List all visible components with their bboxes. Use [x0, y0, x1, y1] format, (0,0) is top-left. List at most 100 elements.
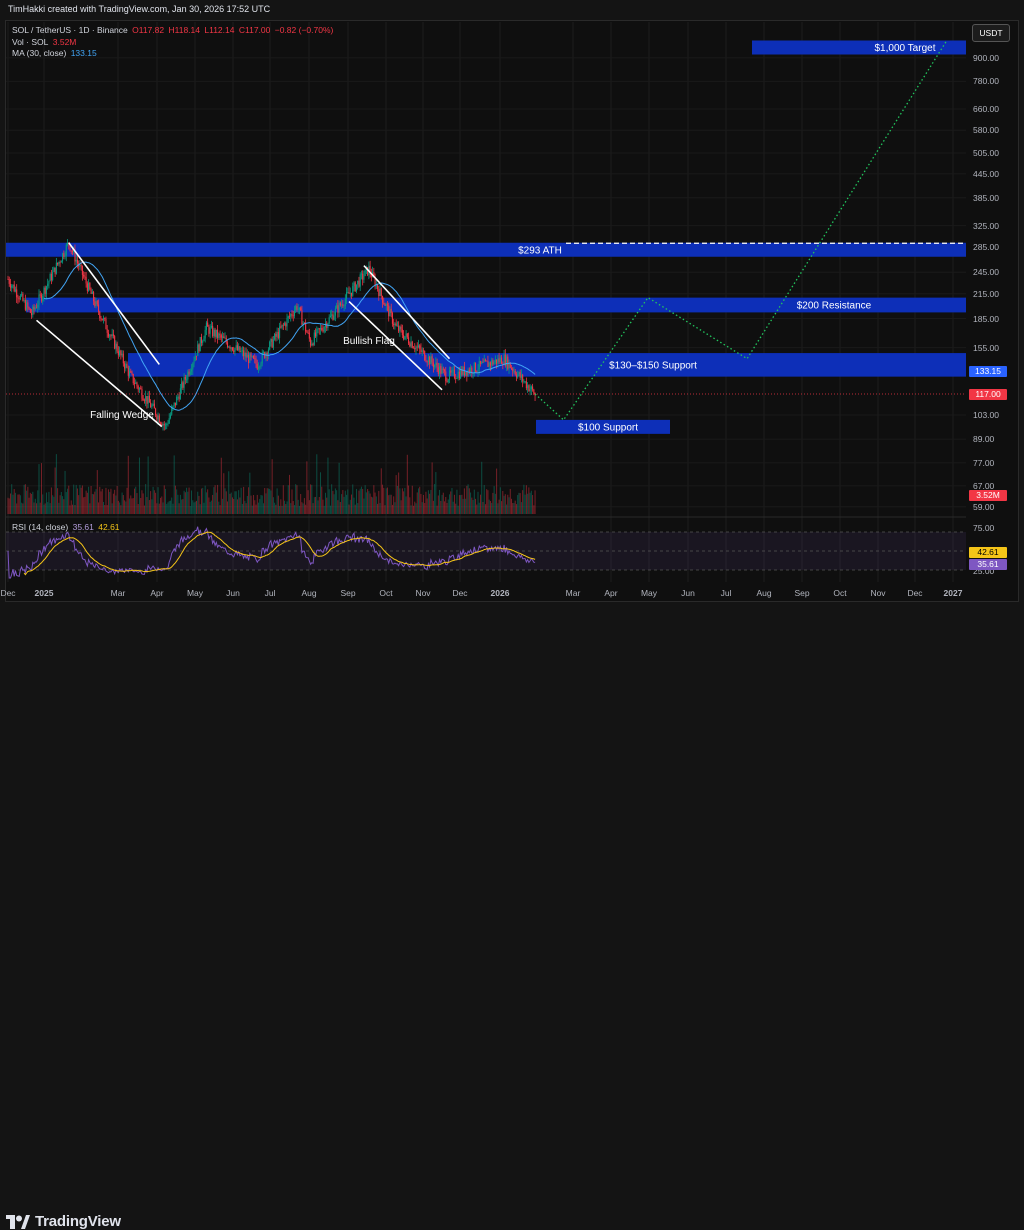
candle-body [412, 347, 415, 349]
volume-bar [506, 504, 508, 514]
candle-body [367, 267, 369, 276]
candle-body [334, 308, 336, 316]
volume-bar [43, 504, 45, 514]
volume-bar [466, 485, 468, 514]
volume-bar [522, 490, 524, 514]
tradingview-logo[interactable]: TradingView [6, 1213, 121, 1230]
candle-body [223, 336, 225, 339]
volume-bar [332, 490, 334, 514]
candle-body [509, 362, 511, 368]
volume-bar [158, 503, 160, 514]
candle-body [383, 302, 385, 304]
candle-body [363, 276, 365, 280]
volume-bar [479, 494, 481, 514]
candle-body [252, 356, 255, 359]
volume-bar [98, 502, 100, 514]
candle-body [182, 382, 184, 388]
volume-bar [478, 502, 480, 514]
candle-body [357, 280, 359, 285]
candle-body [523, 381, 525, 383]
volume-bar [212, 494, 214, 514]
volume-bar [274, 502, 276, 514]
volume-bar [323, 505, 325, 514]
volume-bar [384, 505, 386, 514]
candle-body [12, 284, 14, 286]
volume-bar [176, 489, 178, 514]
volume-bar [525, 485, 527, 514]
candle-body [155, 408, 157, 416]
candle-body [44, 287, 46, 294]
candle-body [435, 362, 437, 365]
volume-bar [28, 497, 30, 514]
volume-bar [112, 493, 114, 514]
candle-body [347, 291, 349, 293]
volume-bar [94, 491, 96, 514]
volume-bar [524, 494, 526, 514]
volume-bar [74, 504, 76, 514]
volume-bar [267, 488, 269, 514]
candle-body [276, 332, 278, 337]
volume-bar [228, 471, 230, 514]
volume-bar [106, 505, 108, 514]
candle-body [64, 255, 66, 257]
volume-bar [334, 488, 336, 514]
candle-body [374, 276, 376, 287]
volume-bar [353, 497, 355, 514]
candle-body [369, 265, 371, 274]
volume-bar [47, 502, 49, 514]
candle-body [177, 396, 179, 398]
volume-bar [364, 485, 366, 514]
currency-selector[interactable]: USDT [972, 24, 1010, 42]
candle-body [306, 331, 308, 333]
candle-body [83, 274, 85, 277]
candle-body [343, 305, 345, 307]
candle-body [504, 354, 506, 366]
candle-body [337, 305, 339, 313]
volume-bar [241, 503, 243, 514]
volume-bar [229, 493, 231, 514]
candle-body [336, 305, 338, 309]
candle-body [405, 333, 407, 337]
price-chart[interactable]: $1,000 Target $293 ATH $200 Resistance $130… [0, 0, 1024, 642]
candle-body [358, 280, 360, 287]
time-tick-label: 2027 [943, 588, 963, 598]
volume-bar [207, 489, 209, 514]
candle-body [231, 347, 234, 351]
candle-body [100, 318, 102, 319]
candle-body [137, 385, 139, 390]
volume-bar [64, 470, 66, 514]
volume-bar [67, 488, 69, 514]
candle-body [328, 317, 330, 324]
volume-bar [122, 495, 124, 514]
volume-bar [85, 490, 87, 514]
volume-bar [110, 488, 112, 514]
volume-bar [270, 490, 272, 514]
volume-bar [448, 494, 450, 514]
volume-bar [318, 496, 320, 514]
price-tick-label: 185.00 [973, 313, 999, 324]
volume-bar [213, 487, 215, 514]
candle-body [88, 282, 90, 291]
volume-bar [439, 489, 441, 514]
candle-body [14, 289, 16, 292]
volume-bar [163, 485, 165, 514]
candle-body [354, 282, 356, 292]
candle-body [315, 332, 317, 337]
candle-body [136, 382, 138, 386]
volume-bar [533, 505, 535, 514]
candle-body [22, 293, 24, 301]
volume-bar [440, 500, 442, 514]
price-axis[interactable]: 900.00 780.00 660.00 580.00 505.00 445.00 385.… [967, 22, 1018, 600]
volume-bar [250, 495, 252, 514]
volume-bar [348, 504, 350, 514]
candle-body [318, 328, 320, 330]
candle-body [422, 350, 424, 352]
rsi-pane [6, 516, 966, 579]
legend-volume-label: Vol · SOL [12, 37, 49, 47]
volume-bar [17, 494, 19, 514]
candle-body [166, 424, 168, 425]
candle-body [533, 389, 535, 394]
volume-badge: 3.52M [969, 490, 1007, 501]
tradingview-logo-icon [6, 1214, 30, 1229]
candle-body [31, 312, 33, 316]
